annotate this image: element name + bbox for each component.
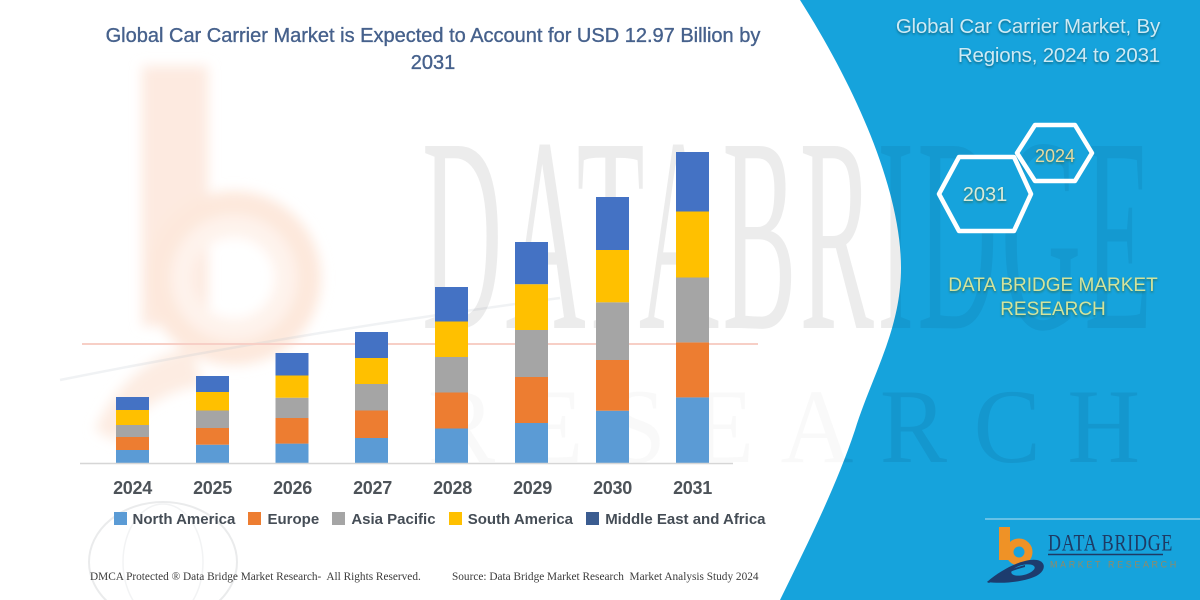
svg-text:MARKET RESEARCH: MARKET RESEARCH — [1050, 560, 1179, 570]
svg-text:DATA BRIDGE: DATA BRIDGE — [1048, 532, 1173, 557]
